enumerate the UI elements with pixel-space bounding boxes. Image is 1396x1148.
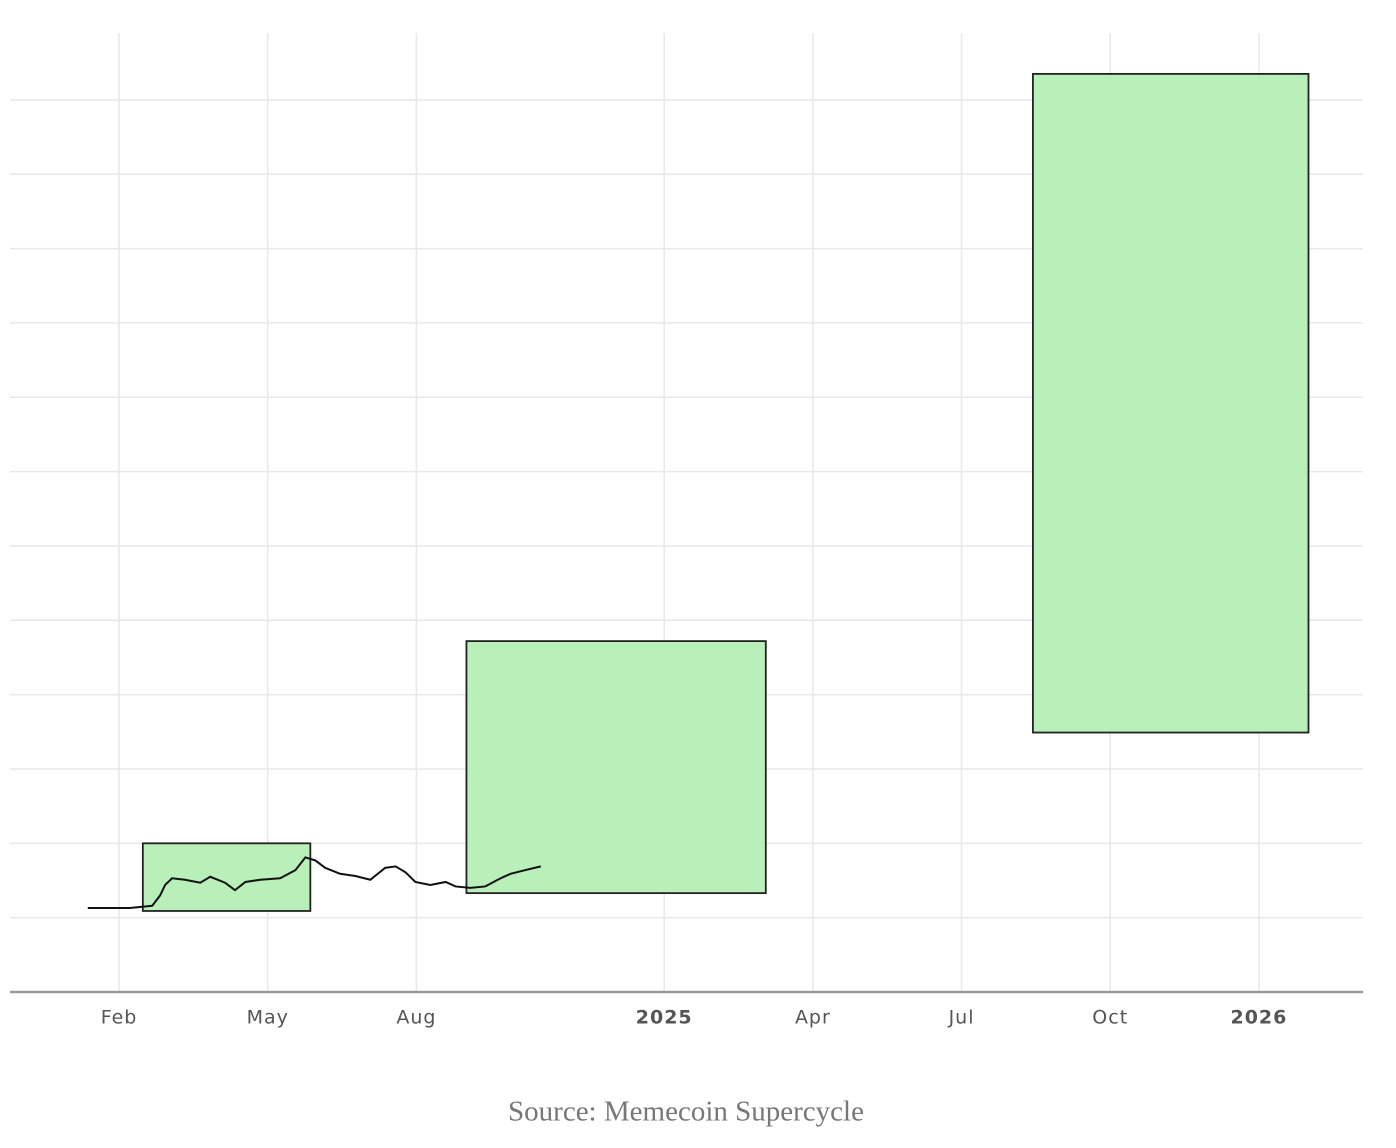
price-line xyxy=(87,856,542,909)
x-tick-label: Oct xyxy=(1092,1007,1128,1029)
x-tick-label: 2025 xyxy=(636,1007,693,1029)
x-tick-label: Jul xyxy=(948,1007,975,1029)
caption: Source: Memecoin Supercycle xyxy=(508,1096,864,1128)
x-tick-label: May xyxy=(247,1007,289,1029)
x-tick-label: Feb xyxy=(101,1007,138,1029)
target-box xyxy=(1032,72,1310,734)
target-box xyxy=(141,842,312,912)
x-tick-label: Aug xyxy=(396,1007,436,1029)
x-tick-label: Apr xyxy=(795,1007,831,1029)
target-box xyxy=(465,640,767,895)
x-tick-label: 2026 xyxy=(1230,1007,1287,1029)
